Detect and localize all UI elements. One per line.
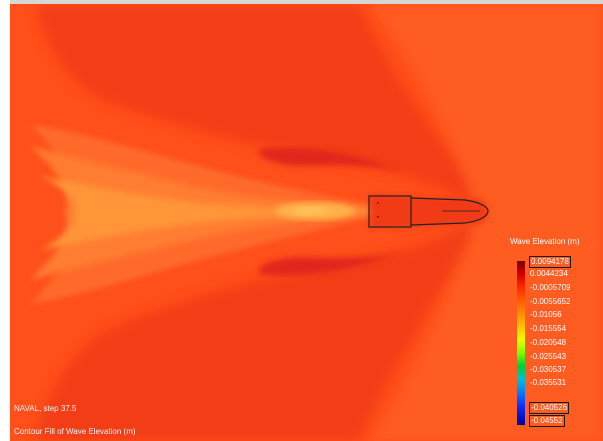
contour-caption: Contour Fill of Wave Elevation (m) <box>14 427 136 436</box>
contour-dark-crest-upper <box>259 147 410 174</box>
contour-wake-hotspot-center <box>292 207 328 215</box>
window-top-edge <box>0 0 603 4</box>
hull-outline <box>368 195 489 228</box>
legend-label: -0.0055652 <box>530 297 571 306</box>
legend-label: -0.040526 <box>528 402 570 414</box>
contour-dark-crest-lower <box>259 249 410 276</box>
contour-wake-core <box>40 176 370 250</box>
status-step-label: NAVAL, step 37.5 <box>14 404 77 413</box>
contour-viewport[interactable] <box>10 4 603 441</box>
legend-color-bar <box>517 261 525 425</box>
contour-crest-lower <box>35 222 472 441</box>
legend-label: -0.025543 <box>530 352 567 361</box>
legend-label: 0.0044234 <box>530 269 568 278</box>
legend-label: -0.015554 <box>530 324 567 333</box>
legend-label-min: -0.04552 <box>529 415 565 427</box>
contour-region-ahead-of-hull <box>370 4 603 441</box>
legend-label: -0.030537 <box>530 365 567 374</box>
contour-bow-wave <box>370 194 489 229</box>
legend-title: Wave Elevation (m) <box>510 237 580 246</box>
legend-label: -0.020548 <box>530 338 567 347</box>
window-left-edge <box>0 0 10 441</box>
legend-label: -0.035531 <box>530 378 567 387</box>
wave-elevation-contour-plot[interactable] <box>10 4 603 441</box>
legend-label-max: 0.0094178 <box>529 256 571 268</box>
legend-label: -0.01056 <box>530 310 562 319</box>
legend-label: -0.0005709 <box>530 283 571 292</box>
contour-crest-upper <box>35 4 472 204</box>
